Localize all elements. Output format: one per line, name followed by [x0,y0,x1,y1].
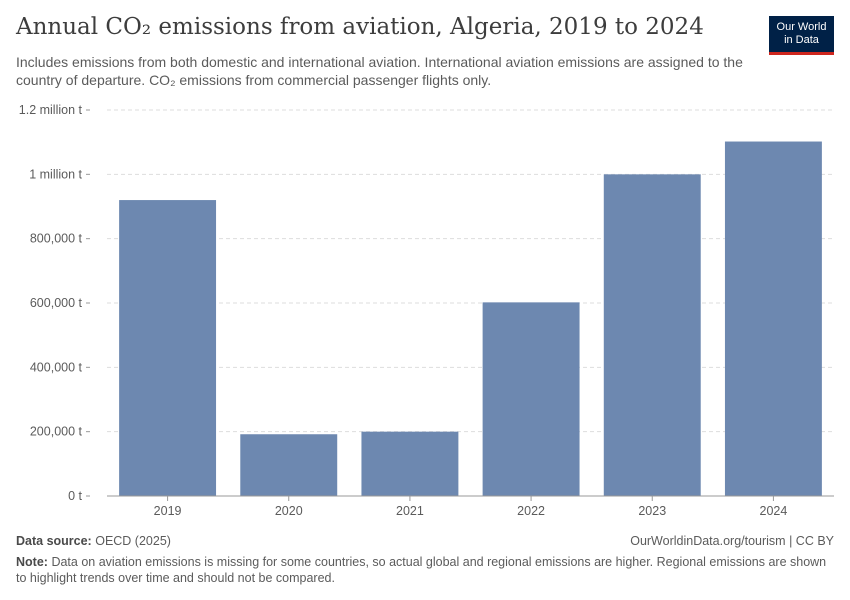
logo-line-2: in Data [784,34,819,46]
x-axis [107,495,834,501]
owid-logo[interactable]: Our World in Data [769,16,834,55]
y-tick-label: 400,000 t [30,360,83,374]
x-tick-label: 2023 [638,504,666,518]
x-tick-label: 2022 [517,504,545,518]
bars [119,141,822,497]
x-tick-label: 2024 [760,504,788,518]
y-tick-label: 200,000 t [30,425,83,439]
chart-subtitle: Includes emissions from both domestic an… [16,54,743,88]
y-tick-label: 1 million t [29,167,82,181]
y-tick-label: 800,000 t [30,232,83,246]
y-tick-label: 1.2 million t [19,103,83,117]
note-text: Data on aviation emissions is missing fo… [16,555,827,585]
y-tick-label: 600,000 t [30,296,83,310]
bar-2020[interactable] [240,434,338,496]
source-url-link[interactable]: OurWorldinData.org/tourism | CC BY [630,534,834,548]
gridlines [107,109,834,433]
chart-title: Annual CO₂ emissions from aviation, Alge… [16,14,704,40]
x-tick-label: 2020 [275,504,303,518]
logo-line-1: Our World [776,21,827,33]
x-axis-labels: 2019 2020 2021 2022 2023 2024 [154,504,788,518]
y-axis-labels: 0 t 200,000 t 400,000 t 600,000 t 800,000 t 1… [19,103,90,503]
source-value[interactable]: OECD (2025) [95,534,171,548]
bar-2021[interactable] [361,431,459,496]
bar-2019[interactable] [119,200,217,497]
x-tick-label: 2021 [396,504,424,518]
bar-2024[interactable] [724,141,822,497]
footer-source-row: Data source: OECD (2025) OurWorldinData.… [16,533,834,549]
bar-2022[interactable] [482,302,580,496]
note-label: Note: [16,555,48,569]
footer-note: Note: Data on aviation emissions is miss… [16,554,834,586]
source-label: Data source: [16,534,92,548]
x-tick-label: 2019 [154,504,182,518]
bar-2023[interactable] [603,174,701,497]
y-tick-label: 0 t [68,489,82,503]
